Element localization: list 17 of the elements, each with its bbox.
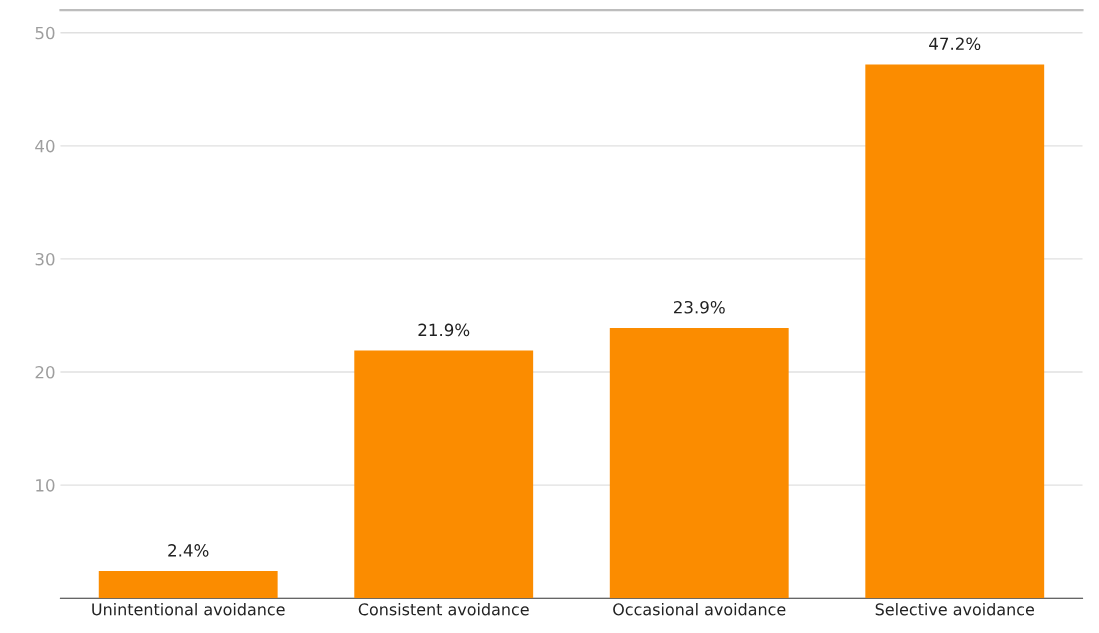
y-tick-label: 20 [35,365,55,379]
x-tick-label: Occasional avoidance [613,603,786,616]
bar [609,327,789,599]
x-tick-label: Consistent avoidance [358,603,529,616]
y-tick-label: 50 [35,26,55,40]
data-label: 2.4% [168,544,209,557]
bar [354,350,534,599]
data-label: 23.9% [673,300,725,314]
y-tick-label: 10 [36,479,55,492]
x-tick-label: Selective avoidance [875,603,1034,616]
data-label: 21.9% [418,323,470,337]
bar [865,64,1045,599]
x-tick-label: Unintentional avoidance [92,603,285,616]
data-label: 47.2% [929,37,981,51]
y-tick-label: 30 [35,252,55,266]
y-tick-label: 40 [35,139,55,153]
bar [98,571,278,599]
